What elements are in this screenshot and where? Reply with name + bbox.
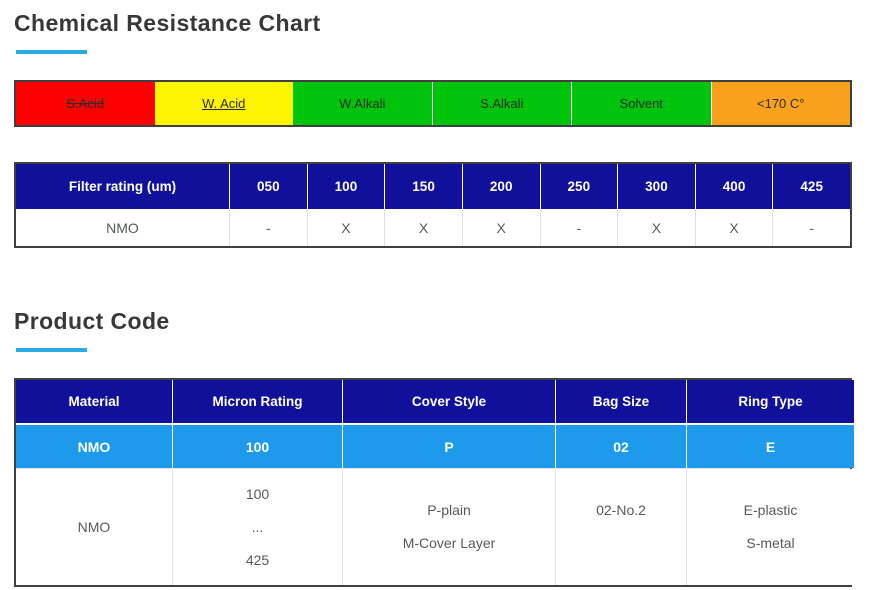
nmo-150-cell: X [384,209,462,246]
cover-style-header: Cover Style [342,380,555,425]
cover-option-plain: P-plain [427,502,471,518]
micron-max: 425 [245,551,270,568]
resistance-segment-solvent: Solvent [571,82,711,125]
resistance-segment-w-acid: W. Acid [154,82,293,125]
product-code-table: Material Micron Rating Cover Style Bag S… [14,378,854,587]
col-150: 150 [384,164,462,209]
detail-cover-cell: P-plain M-Cover Layer [342,469,555,585]
s-alkali-label: S.Alkali [480,96,524,111]
nmo-400-cell: X [694,209,773,246]
col-425: 425 [772,164,850,209]
nmo-050-cell: - [229,209,307,246]
resistance-segment-s-alkali: S.Alkali [431,82,571,125]
detail-micron-cell: 100 ... 425 [172,469,342,585]
code-cover-cell: P [342,425,555,468]
nmo-425-cell: - [772,209,850,246]
code-ring-cell: E [686,425,854,468]
nmo-200-cell: X [461,209,540,246]
micron-min: 100 [245,485,270,502]
chemical-title-underline [16,50,87,54]
ring-option-metal: S-metal [746,535,795,551]
bag-option: 02-No.2 [596,502,646,518]
temperature-label: <170 C° [757,96,805,111]
chemical-resistance-title: Chemical Resistance Chart [14,10,321,36]
material-value: NMO [77,518,111,535]
filter-table-header-row: Filter rating (um) 050 100 150 200 250 3… [16,164,850,209]
product-title-underline [16,348,87,352]
product-code-title: Product Code [14,308,170,334]
chemical-resistance-bar: S.Acid W. Acid W.Alkali S.Alkali Solvent… [14,80,852,127]
col-400: 400 [694,164,773,209]
solvent-label: Solvent [619,96,663,111]
detail-bag-cell: 02-No.2 [555,469,686,585]
nmo-300-cell: X [617,209,695,246]
resistance-segment-s-acid: S.Acid [16,82,155,125]
cover-option-layer: M-Cover Layer [402,535,496,551]
col-300: 300 [617,164,695,209]
ring-option-plastic: E-plastic [743,502,798,518]
resistance-segment-temperature: <170 C° [710,82,850,125]
code-micron-cell: 100 [172,425,342,468]
bag-size-header: Bag Size [555,380,686,425]
code-material-cell: NMO [16,425,172,468]
product-table-header-row: Material Micron Rating Cover Style Bag S… [16,380,854,425]
micron-ellipsis: ... [251,518,264,535]
product-detail-row: NMO 100 ... 425 P-plain M-Cover Layer 02… [16,468,854,585]
filter-rating-header: Filter rating (um) [16,164,229,209]
resistance-segment-w-alkali: W.Alkali [293,82,432,125]
w-acid-label: W. Acid [202,96,246,111]
detail-ring-cell: E-plastic S-metal [686,469,854,585]
detail-material-cell: NMO [16,469,172,585]
col-250: 250 [539,164,618,209]
filter-table-nmo-row: NMO - X X X - X X - [16,209,850,246]
nmo-100-cell: X [306,209,385,246]
code-bag-cell: 02 [555,425,686,468]
col-050: 050 [229,164,307,209]
filter-rating-table: Filter rating (um) 050 100 150 200 250 3… [14,162,852,248]
ring-type-header: Ring Type [686,380,854,425]
col-200: 200 [461,164,540,209]
w-alkali-label: W.Alkali [339,96,386,111]
micron-rating-header: Micron Rating [172,380,342,425]
material-header: Material [16,380,172,425]
nmo-250-cell: - [539,209,618,246]
col-100: 100 [306,164,385,209]
s-acid-label: S.Acid [66,96,105,111]
nmo-material-cell: NMO [16,209,229,246]
product-code-row: NMO 100 P 02 E [16,425,854,468]
